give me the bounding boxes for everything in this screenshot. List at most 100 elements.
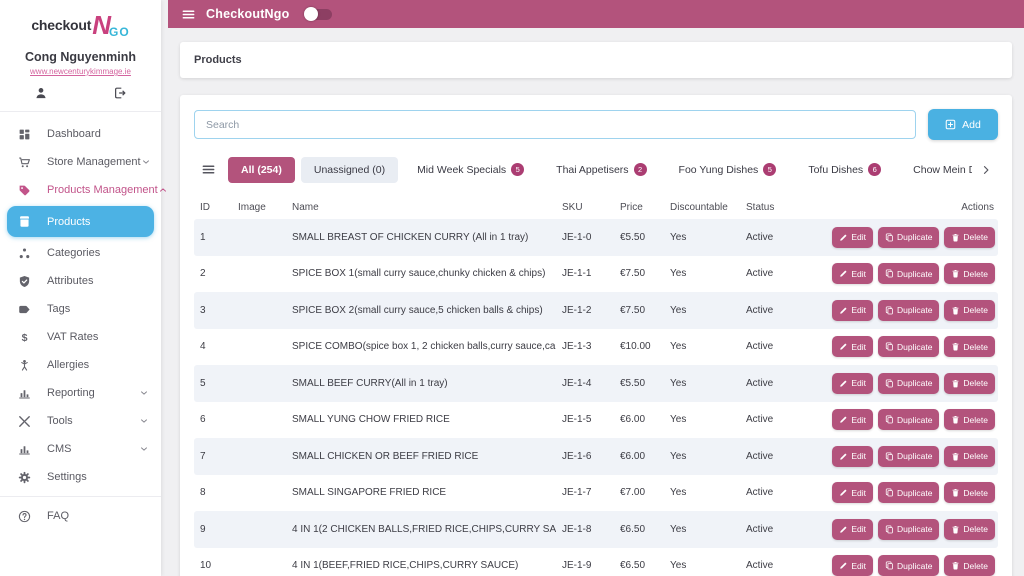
chevron-down-icon [139, 444, 149, 454]
sidebar-item-reporting[interactable]: Reporting [0, 380, 161, 406]
delete-button[interactable]: Delete [944, 263, 995, 285]
tab-label: Mid Week Specials [417, 163, 507, 176]
sidebar-item-products-management[interactable]: Products Management [0, 177, 166, 203]
duplicate-button-label: Duplicate [896, 378, 933, 389]
cell-id: 7 [200, 450, 206, 462]
table-row: 7 SMALL CHICKEN OR BEEF FRIED RICE JE-1-… [194, 438, 998, 475]
delete-button[interactable]: Delete [944, 555, 995, 576]
edit-button[interactable]: Edit [832, 263, 873, 285]
duplicate-button-label: Duplicate [896, 232, 933, 243]
duplicate-button[interactable]: Duplicate [877, 409, 940, 431]
tab-label: Chow Mein Dishes [913, 163, 972, 176]
copy-icon [885, 452, 894, 461]
sidebar-item-tools[interactable]: Tools [0, 408, 161, 434]
sidebar-item-attributes[interactable]: Attributes [0, 268, 161, 294]
sidebar-item-faq[interactable]: FAQ [0, 503, 161, 529]
delete-button[interactable]: Delete [944, 445, 995, 467]
sidebar-item-categories[interactable]: Categories [0, 240, 161, 266]
edit-button[interactable]: Edit [832, 299, 873, 321]
table-header: ID Image Name SKU Price Discountable Status Act… [194, 195, 998, 219]
cell-name: SMALL CHICKEN OR BEEF FRIED RICE [292, 450, 479, 462]
person-icon[interactable] [34, 86, 48, 100]
duplicate-button[interactable]: Duplicate [877, 336, 940, 358]
cell-sku: JE-1-9 [562, 560, 592, 572]
duplicate-button[interactable]: Duplicate [877, 372, 940, 394]
tab-chow-mein-dishes[interactable]: Chow Mein Dishes 8 [900, 156, 972, 183]
sidebar-item-products[interactable]: Products [7, 206, 154, 237]
pencil-icon [839, 415, 848, 424]
delete-button[interactable]: Delete [944, 372, 995, 394]
duplicate-button[interactable]: Duplicate [877, 518, 940, 540]
duplicate-button[interactable]: Duplicate [877, 445, 940, 467]
brand-logo-word: checkout [31, 17, 92, 33]
sidebar-item-cms[interactable]: CMS [0, 436, 161, 462]
duplicate-button[interactable]: Duplicate [877, 299, 940, 321]
pencil-icon [839, 561, 848, 570]
cell-discountable: Yes [670, 560, 687, 572]
delete-button-label: Delete [963, 341, 988, 352]
shield-check-icon [18, 275, 31, 288]
tab-thai-appetisers[interactable]: Thai Appetisers 2 [543, 156, 659, 183]
allergy-icon [18, 359, 31, 372]
edit-button[interactable]: Edit [832, 372, 873, 394]
column-header-discountable: Discountable [670, 201, 728, 213]
edit-button[interactable]: Edit [832, 445, 873, 467]
edit-button[interactable]: Edit [832, 409, 873, 431]
delete-button[interactable]: Delete [944, 518, 995, 540]
delete-button[interactable]: Delete [944, 226, 995, 248]
delete-button-label: Delete [963, 268, 988, 279]
duplicate-button[interactable]: Duplicate [877, 555, 940, 576]
table-row: 9 4 IN 1(2 CHICKEN BALLS,FRIED RICE,CHIP… [194, 511, 998, 548]
tab-foo-yung-dishes[interactable]: Foo Yung Dishes 5 [666, 156, 790, 183]
cell-id: 3 [200, 304, 206, 316]
cell-sku: JE-1-5 [562, 414, 592, 426]
sidebar-item-dashboard[interactable]: Dashboard [0, 121, 161, 147]
edit-button[interactable]: Edit [832, 226, 873, 248]
edit-button[interactable]: Edit [832, 555, 873, 576]
cell-status: Active [746, 304, 774, 316]
sidebar-item-tags[interactable]: Tags [0, 296, 161, 322]
delete-button[interactable]: Delete [944, 482, 995, 504]
duplicate-button[interactable]: Duplicate [877, 482, 940, 504]
logout-icon[interactable] [113, 86, 127, 100]
sidebar-item-store-management[interactable]: Store Management [0, 149, 161, 175]
tabs-menu-icon[interactable] [201, 162, 216, 177]
cell-name: SMALL BEEF CURRY(All in 1 tray) [292, 377, 448, 389]
cell-sku: JE-1-3 [562, 341, 592, 353]
delete-button-label: Delete [963, 451, 988, 462]
edit-button[interactable]: Edit [832, 482, 873, 504]
sidebar-item-allergies[interactable]: Allergies [0, 352, 161, 378]
search-input[interactable] [194, 110, 916, 139]
sidebar-item-settings[interactable]: Settings [0, 464, 161, 490]
menu-icon[interactable] [181, 7, 196, 22]
theme-toggle[interactable] [304, 7, 333, 21]
delete-button-label: Delete [963, 560, 988, 571]
table-body: 1 SMALL BREAST OF CHICKEN CURRY (All in … [194, 219, 998, 576]
delete-button[interactable]: Delete [944, 336, 995, 358]
pencil-icon [839, 306, 848, 315]
tab-all-254[interactable]: All (254) [228, 156, 295, 183]
tab-tofu-dishes[interactable]: Tofu Dishes 6 [795, 156, 894, 183]
cell-sku: JE-1-0 [562, 231, 592, 243]
row-actions: Edit Duplicate Delete [818, 445, 998, 467]
edit-button[interactable]: Edit [832, 336, 873, 358]
cell-id: 10 [200, 560, 212, 572]
edit-button[interactable]: Edit [832, 518, 873, 540]
duplicate-button[interactable]: Duplicate [877, 226, 940, 248]
tab-unassigned-0[interactable]: Unassigned (0) [300, 156, 399, 183]
tab-mid-week-specials[interactable]: Mid Week Specials 5 [404, 156, 537, 183]
delete-button[interactable]: Delete [944, 409, 995, 431]
chevron-right-icon[interactable] [980, 164, 992, 176]
add-button[interactable]: Add [928, 109, 998, 140]
edit-button-label: Edit [851, 524, 866, 535]
brand-logo: checkout N GO [0, 10, 161, 40]
table-row: 5 SMALL BEEF CURRY(All in 1 tray) JE-1-4… [194, 365, 998, 402]
cell-sku: JE-1-2 [562, 304, 592, 316]
delete-button[interactable]: Delete [944, 299, 995, 321]
pencil-icon [839, 488, 848, 497]
sidebar-item-vat-rates[interactable]: $ VAT Rates [0, 324, 161, 350]
bar-chart-icon [18, 387, 31, 400]
tab-count-badge: 5 [511, 163, 525, 176]
duplicate-button[interactable]: Duplicate [877, 263, 940, 285]
user-website-link[interactable]: www.newcenturykimmage.ie [30, 67, 131, 76]
